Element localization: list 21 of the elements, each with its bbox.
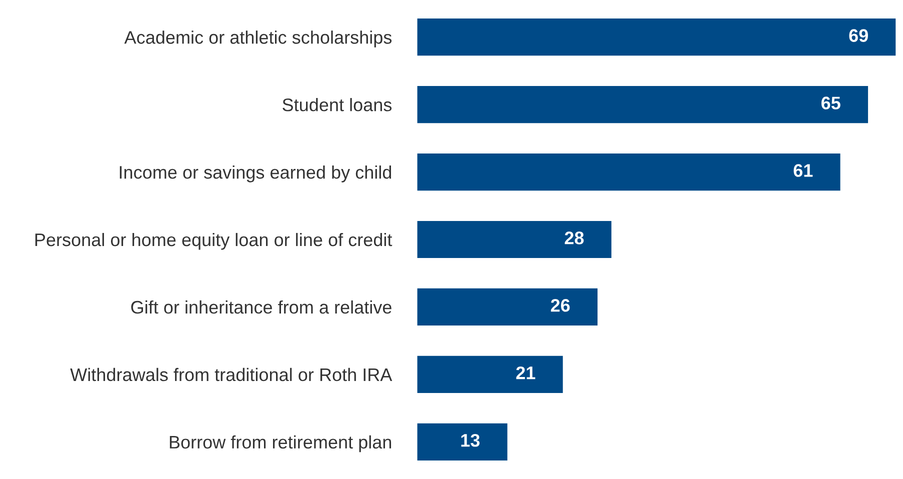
data-label: 28 xyxy=(564,232,584,244)
data-label: 13 xyxy=(461,434,480,447)
data-label: 61 xyxy=(794,164,813,177)
y-tick-label: Personal or home equity loan or line of credit xyxy=(35,232,392,250)
bar xyxy=(417,18,896,56)
data-label: 65 xyxy=(821,96,840,110)
y-tick-label: Student loans xyxy=(282,98,392,112)
bar xyxy=(417,86,868,124)
data-label: 21 xyxy=(516,366,536,380)
bar xyxy=(417,153,840,191)
bar xyxy=(417,288,598,326)
y-tick-label: Income or savings earned by child xyxy=(120,165,392,182)
y-tick-label: Borrow from retirement plan xyxy=(170,435,392,452)
y-tick-label: Gift or inheritance from a relative xyxy=(131,300,392,314)
data-label: 69 xyxy=(849,29,868,42)
y-tick-label: Academic or athletic scholarships xyxy=(124,30,392,48)
y-tick-label: Withdrawals from traditional or Roth IRA xyxy=(70,368,392,382)
bar xyxy=(417,423,508,460)
data-label: 26 xyxy=(550,299,570,312)
bar xyxy=(417,220,612,258)
bar xyxy=(417,356,563,393)
